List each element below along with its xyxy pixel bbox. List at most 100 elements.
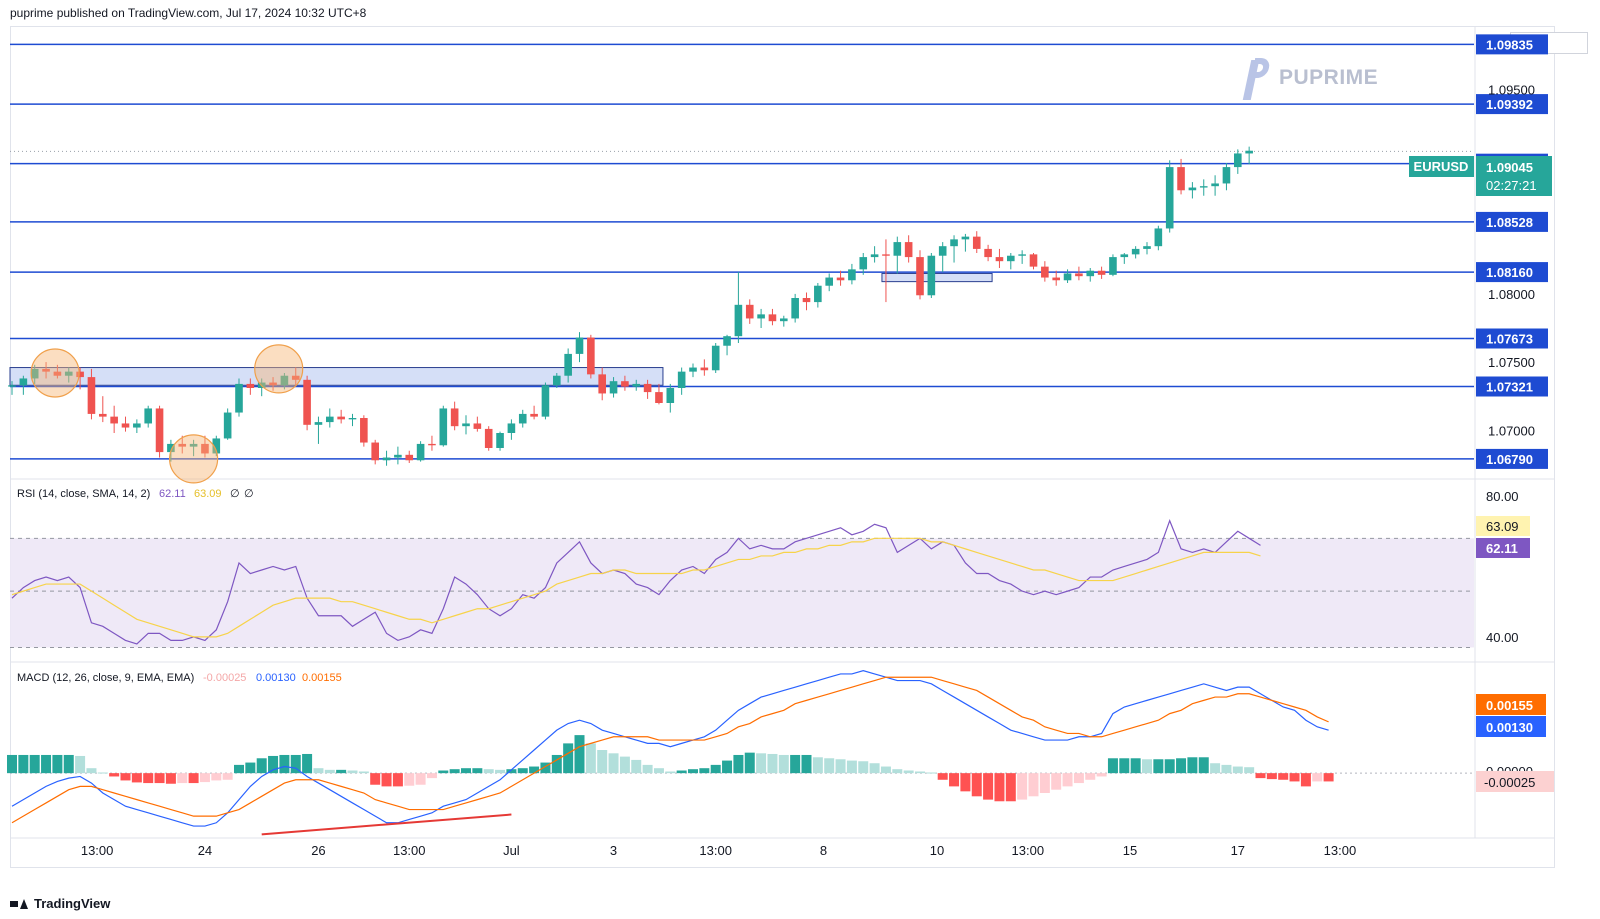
candle-body [870,254,879,258]
macd-histogram-bar [574,735,585,774]
macd-histogram-bar [109,773,120,777]
rsi-tick-label: 40.00 [1486,630,1519,645]
macd-histogram-bar [1017,773,1028,800]
signal-tag-bg [1476,694,1546,715]
macd-histogram-bar [1107,758,1118,774]
macd-histogram-bar [767,753,778,774]
candle-body [791,298,799,319]
level-tag-bg [1476,448,1548,469]
candle-body [8,385,16,387]
macd-histogram-bar [563,743,574,774]
candle-body [337,416,345,420]
highlight-circles [30,344,304,484]
candle-body [575,337,584,354]
macd-histogram-bar [551,754,562,774]
rsi-sma-legend-value: 63.09 [194,488,222,500]
macd-histogram-bar [404,773,415,786]
candle-body [110,416,118,424]
tradingview-footer[interactable]: TradingView [10,896,110,911]
candle-body [394,454,402,458]
candle-body [439,408,448,446]
macd-histogram-bar [722,760,733,774]
candle-body [859,257,868,270]
candle-body [280,375,289,386]
candle-body [1177,167,1185,191]
candle-body [19,378,28,386]
macd-histogram-bar [1198,757,1209,774]
macd-histogram-bar [188,773,199,784]
candle-body [836,277,845,281]
candle-body [314,422,323,425]
candle-body [518,413,527,424]
candle-body [553,375,561,386]
candle-body [87,377,96,414]
candle-body [723,336,731,346]
rsi-legend-title: RSI (14, close, SMA, 14, 2) [17,488,150,500]
candle-body [473,423,482,429]
macd-histogram-bar [154,773,165,784]
candle-body [326,416,334,423]
macd-histogram-bar [336,769,347,774]
candle-body [121,423,130,428]
time-tick-label: 13:00 [1012,843,1045,858]
level-label: 1.09835 [1486,37,1533,52]
price-axis: 1.09500 1.08000 1.07500 1.07000 80.00 40.00 [1486,82,1535,645]
macd-histogram-bar [892,769,903,774]
hist-tag: -0.00025 [1484,775,1535,790]
macd-histogram-bar [461,768,471,774]
candle-body [1109,257,1117,275]
time-tick-label: 10 [930,843,944,858]
candle-body [405,454,414,461]
support-resistance-zones [9,272,993,386]
rsi-line [11,519,1261,645]
rsi-tag-bg [1476,538,1530,558]
highlight-circle [169,434,219,484]
macd-pane [7,669,1474,836]
time-tick-label: 13:00 [1324,843,1357,858]
candle-body [1234,153,1242,168]
candle-body [1131,248,1140,255]
macd-histogram-bar [744,752,755,774]
macd-histogram-bar [699,768,710,774]
macd-histogram-bar [676,770,687,774]
candle-body [893,242,902,256]
macd-histogram-bar [1051,773,1062,790]
macd-histogram-bar [608,753,619,774]
macd-histogram-bar [279,754,290,774]
candle-body [655,392,663,403]
macd-histogram-bar [835,759,846,774]
time-tick-label: 15 [1123,843,1137,858]
candle-body [189,443,198,447]
macd-histogram-bar [1289,773,1300,782]
macd-histogram-bar [824,758,835,774]
macd-histogram-bar [1278,773,1289,780]
macd-histogram-bar [597,750,608,774]
macd-histogram-bar [926,772,937,774]
candle-body [235,383,243,413]
macd-histogram-bar [63,754,74,774]
macd-histogram-bar [1300,773,1311,787]
chart-frame [10,26,1555,868]
macd-histogram-bar [370,773,381,785]
macd-histogram-bar [392,773,403,787]
macd-histogram-bar [960,773,971,792]
candle-body [882,254,890,256]
candle-body [303,379,311,425]
macd-histogram-bar [324,769,335,774]
macd-histogram-bar [1210,763,1221,774]
rsi-legend-empty-1: ∅ [230,488,240,500]
macd-histogram-bar [131,773,142,783]
macd-histogram-bar [1323,773,1334,782]
price-zone [881,272,993,283]
macd-legend-title: MACD (12, 26, close, 9, EMA, EMA) [17,672,194,684]
macd-histogram-bar [1232,766,1243,774]
macd-histogram-bar [1062,773,1073,787]
level-label: 1.08160 [1486,265,1533,280]
macd-histogram-bar [937,773,948,780]
macd-histogram-bar [778,754,789,774]
macd-histogram-bar [347,770,358,774]
candle-body [76,371,84,378]
macd-histogram-bar [472,768,483,774]
candle-body [42,368,50,372]
